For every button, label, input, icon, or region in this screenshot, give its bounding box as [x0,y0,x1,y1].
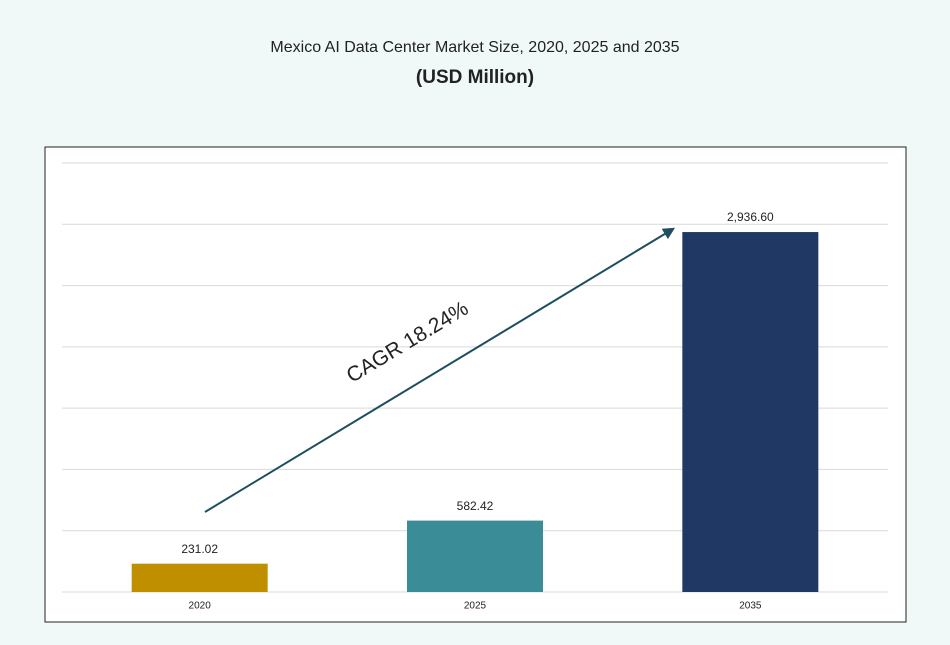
value-label: 582.42 [457,499,494,513]
chart-title: Mexico AI Data Center Market Size, 2020,… [270,39,679,56]
chart-subtitle: (USD Million) [416,67,534,88]
bar [131,563,268,592]
value-label: 231.02 [181,542,218,556]
bar [682,232,819,592]
x-tick-label: 2035 [739,601,762,612]
bar [407,520,543,592]
x-tick-label: 2025 [464,601,487,612]
cagr-arrow [204,227,676,513]
value-label: 2,936.60 [727,210,774,224]
x-tick-label: 2020 [189,601,212,612]
plot-area: 2020 231.02 2025 582.42 2035 2,936.60 [62,162,888,612]
